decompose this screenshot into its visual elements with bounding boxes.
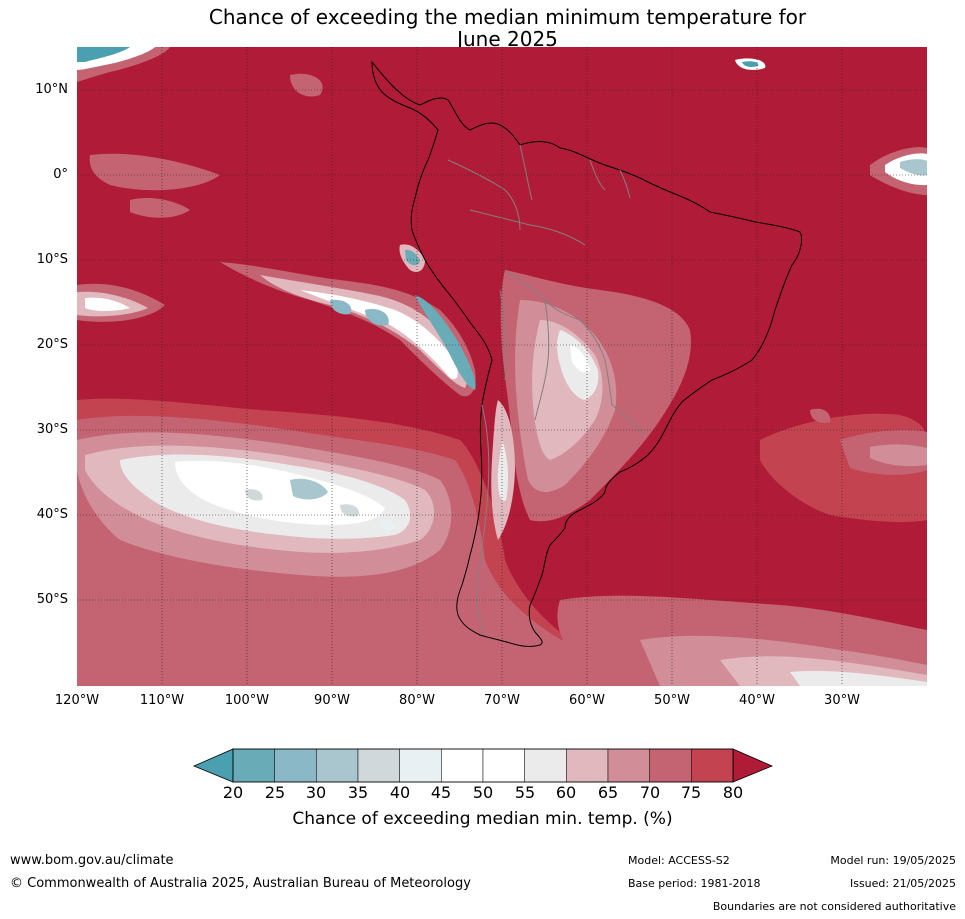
colorbar-tick-20: 20: [222, 783, 244, 802]
colorbar-label: Chance of exceeding median min. temp. (%…: [292, 809, 673, 829]
colorbar-bin-40-45: [399, 748, 442, 783]
colorbar-bin-75-80: [691, 748, 734, 783]
lat-tick-10n: 10°N: [35, 82, 68, 97]
footer-website: www.bom.gov.au/climate: [10, 853, 174, 868]
colorbar-tick-70: 70: [639, 783, 661, 802]
colorbar: [192, 748, 774, 783]
colorbar-bin-50-55: [482, 748, 525, 783]
colorbar-high-extend: [732, 748, 774, 783]
lon-tick-50w: 50°W: [654, 693, 690, 708]
lon-tick-30w: 30°W: [824, 693, 860, 708]
lon-tick-70w: 70°W: [484, 693, 520, 708]
footer-model-run: Model run: 19/05/2025: [830, 854, 956, 867]
colorbar-tick-40: 40: [389, 783, 411, 802]
colorbar-bin-25-30: [274, 748, 317, 783]
lon-tick-110w: 110°W: [139, 693, 185, 708]
colorbar-tick-60: 60: [555, 783, 577, 802]
colorbar-bin-20-25: [232, 748, 275, 783]
footer-disclaimer: Boundaries are not considered authoritat…: [712, 900, 956, 913]
map-title-line-1: Chance of exceeding the median minimum t…: [208, 5, 807, 29]
colorbar-tick-45: 45: [430, 783, 452, 802]
lat-tick-20s: 20°S: [36, 337, 68, 352]
colorbar-tick-80: 80: [722, 783, 744, 802]
colorbar-bin-65-70: [607, 748, 650, 783]
colorbar-bin-70-75: [649, 748, 692, 783]
map-title-line-2: June 2025: [457, 27, 558, 51]
map-canvas: [77, 47, 927, 686]
colorbar-tick-30: 30: [305, 783, 327, 802]
colorbar-bin-30-35: [316, 748, 359, 783]
lon-tick-80w: 80°W: [399, 693, 435, 708]
colorbar-bin-55-60: [524, 748, 567, 783]
lat-tick-40s: 40°S: [36, 507, 68, 522]
lon-tick-90w: 90°W: [314, 693, 350, 708]
tropical-pacific-anomaly-band: [77, 47, 927, 397]
footer-copyright: © Commonwealth of Australia 2025, Austra…: [10, 876, 471, 891]
colorbar-tick-65: 65: [597, 783, 619, 802]
lon-tick-100w: 100°W: [224, 693, 270, 708]
colorbar-tick-50: 50: [472, 783, 494, 802]
coastline: [371, 60, 803, 647]
colorbar-bin-35-40: [357, 748, 400, 783]
colorbar-tick-75: 75: [680, 783, 702, 802]
lon-tick-40w: 40°W: [739, 693, 775, 708]
lon-tick-60w: 60°W: [569, 693, 605, 708]
colorbar-tick-55: 55: [514, 783, 536, 802]
colorbar-tick-25: 25: [264, 783, 286, 802]
lon-tick-120w: 120°W: [54, 693, 100, 708]
lat-tick-50s: 50°S: [36, 592, 68, 607]
lat-tick-10s: 10°S: [36, 252, 68, 267]
colorbar-bin-60-65: [566, 748, 609, 783]
colorbar-tick-35: 35: [347, 783, 369, 802]
lat-tick-30s: 30°S: [36, 422, 68, 437]
footer-issued: Issued: 21/05/2025: [849, 877, 956, 890]
footer-base-period: Base period: 1981-2018: [628, 877, 761, 890]
lat-tick-0: 0°: [53, 167, 68, 182]
colorbar-low-extend: [192, 748, 234, 783]
footer-model: Model: ACCESS-S2: [628, 854, 730, 867]
colorbar-bin-45-50: [441, 748, 484, 783]
gridlines: [77, 47, 927, 686]
country-borders: [447, 144, 646, 636]
